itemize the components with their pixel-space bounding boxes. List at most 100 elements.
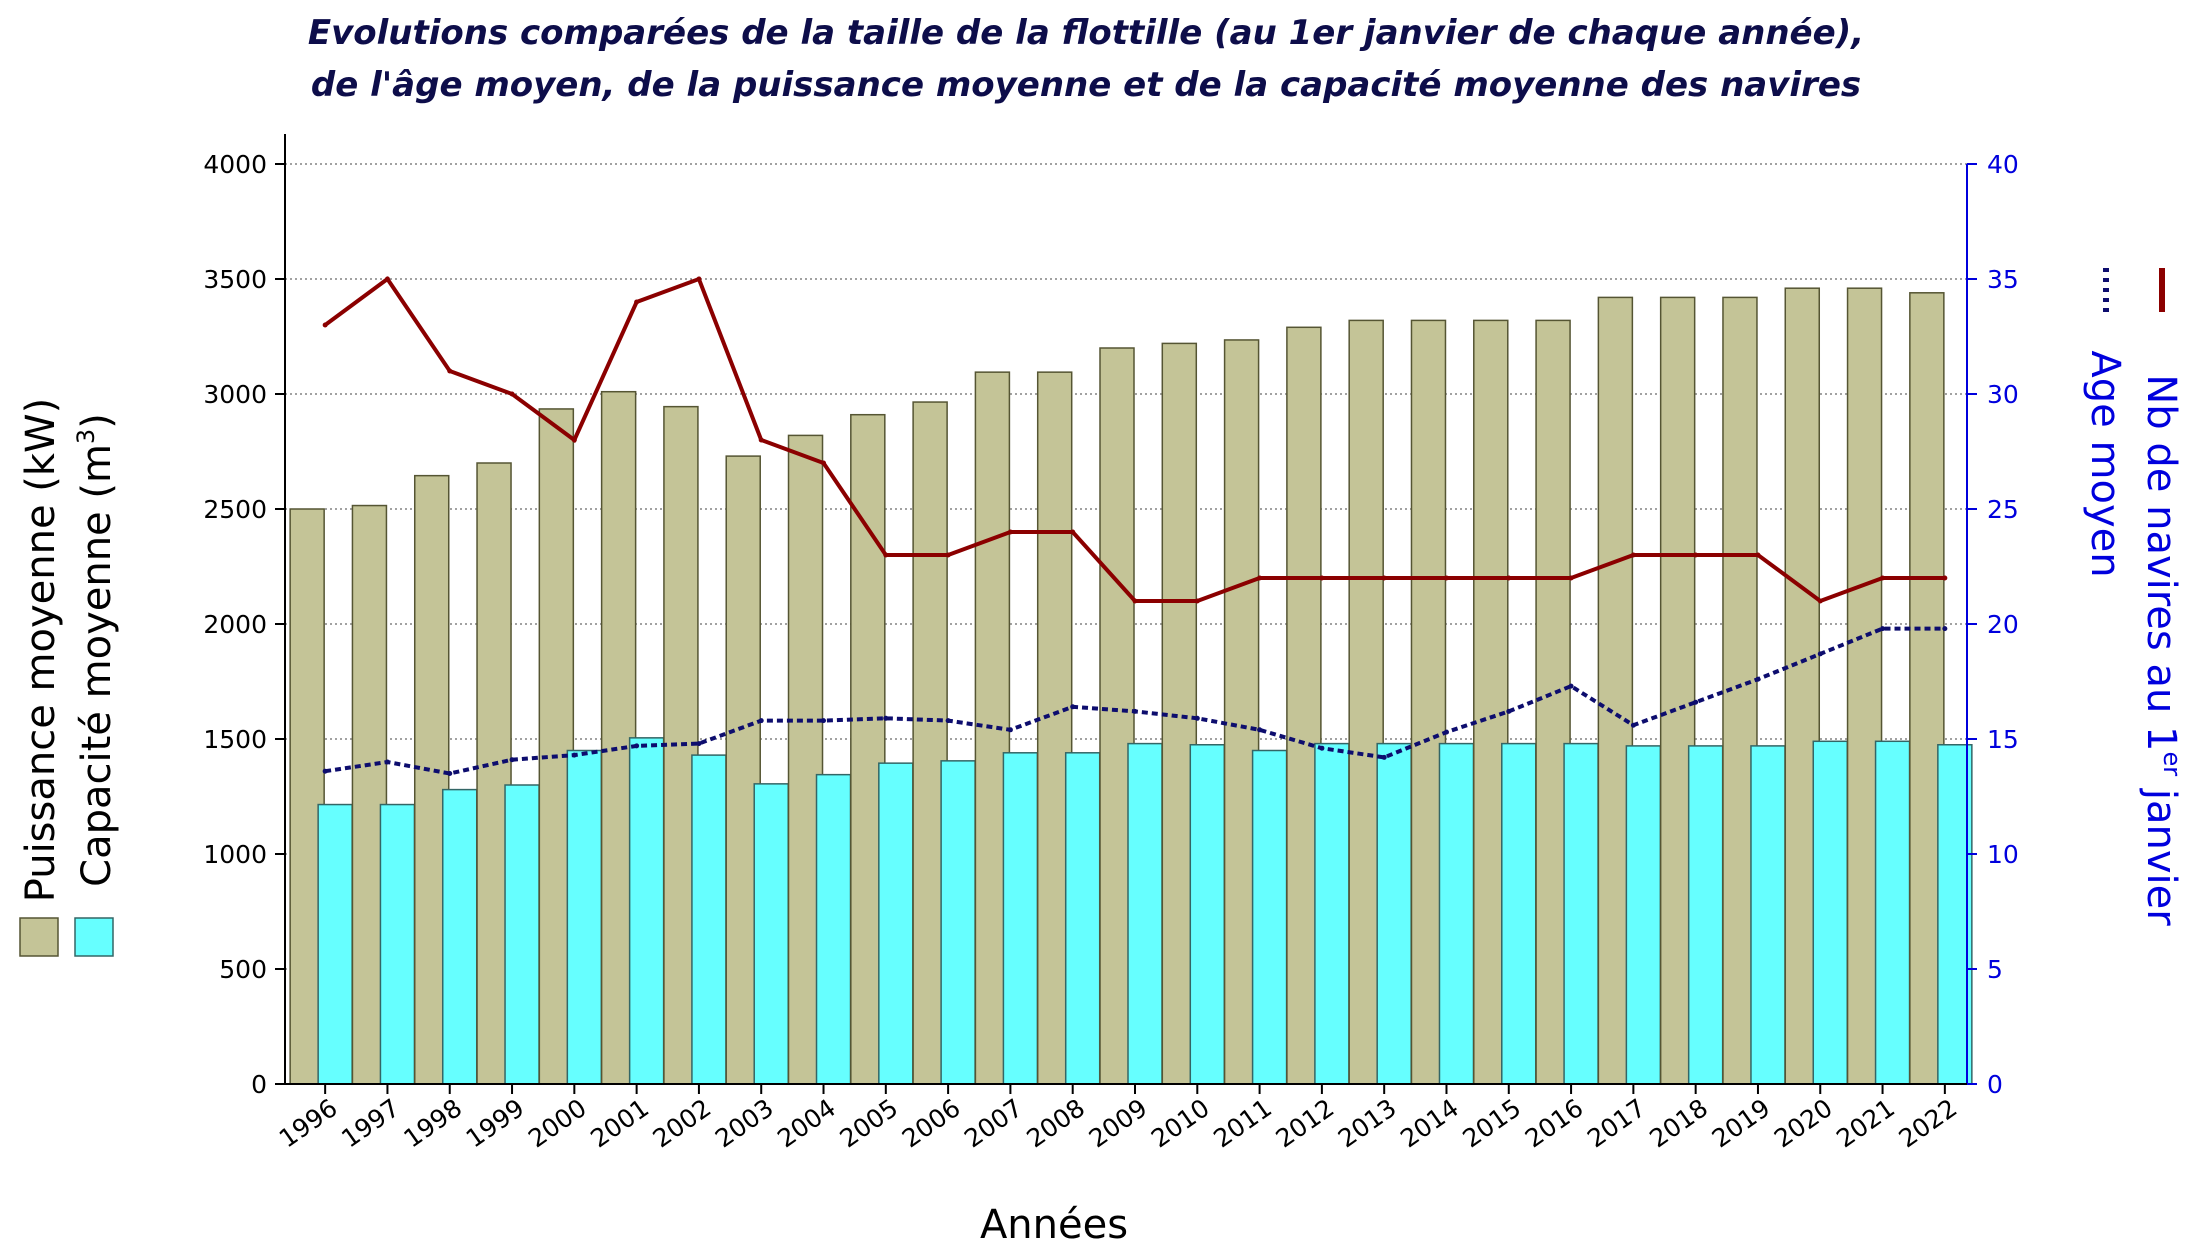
x-axis-title: Années [980,1202,1128,1248]
chart-title-line1: Evolutions comparées de la taille de la … [308,13,1864,53]
legend-swatch-power [19,917,59,957]
point-vessel-count-2019 [1755,552,1761,558]
right-tick-label: 25 [1987,495,2019,524]
capacity-title-prefix: Capacité moyenne (m [74,444,120,887]
point-average-age-2013 [1381,754,1387,760]
point-vessel-count-2018 [1693,552,1699,558]
bar-power-2011 [1223,339,1260,1085]
point-average-age-2015 [1506,708,1512,714]
point-vessel-count-2002 [696,276,702,282]
bar-capacity-1999 [504,784,540,1085]
point-vessel-count-2008 [1070,529,1076,535]
point-vessel-count-2013 [1381,575,1387,581]
x-tick-label-2020: 2020 [1769,1093,1838,1153]
x-tick-label-2009: 2009 [1084,1093,1153,1153]
left-tick-label: 2000 [203,610,267,639]
x-tick-label-2011: 2011 [1208,1093,1277,1153]
point-average-age-2018 [1693,699,1699,705]
x-tick-label-2003: 2003 [710,1093,779,1153]
right-axis-title-count: Nb de navires au 1er janvier [2138,374,2186,926]
right-ticks: 0 5 10 15 20 25 30 35 40 [1967,150,2019,1099]
x-tick-label-2002: 2002 [648,1093,717,1153]
left-ticks: 0 500 1000 1500 2000 2500 3000 3500 4000 [203,150,285,1099]
x-tick-label-2018: 2018 [1644,1093,1713,1153]
left-axis-title-capacity-group: Capacité moyenne (m3) [72,413,120,887]
bar-capacity-2005 [878,762,914,1085]
bar-capacity-2001 [628,737,665,1085]
point-vessel-count-2000 [571,437,577,443]
right-tick-label: 35 [1987,265,2019,294]
point-vessel-count-2017 [1630,552,1636,558]
right-tick-label: 40 [1987,150,2019,179]
point-average-age-2001 [634,743,640,749]
bar-capacity-2003 [753,783,789,1085]
point-vessel-count-2005 [883,552,889,558]
x-ticks: 1996199719981999200020012002200320042005… [274,1084,1962,1153]
right-tick-label: 5 [1987,955,2003,984]
x-tick-label-2004: 2004 [772,1093,841,1153]
x-tick-label-2016: 2016 [1520,1093,1589,1153]
bar-capacity-2013 [1376,742,1412,1085]
point-average-age-2010 [1194,715,1200,721]
point-average-age-2019 [1755,676,1761,682]
point-vessel-count-2021 [1880,575,1886,581]
x-tick-label-2012: 2012 [1271,1093,1340,1153]
left-tick-label: 1500 [203,725,267,754]
left-tick-label: 1000 [203,840,267,869]
x-tick-label-2007: 2007 [959,1093,1028,1153]
point-vessel-count-2006 [945,552,951,558]
left-axis-title-capacity: Capacité moyenne (m3) [72,413,120,887]
bar-capacity-2004 [815,773,852,1085]
x-tick-label-1996: 1996 [274,1093,343,1153]
point-average-age-2014 [1443,729,1449,735]
point-average-age-2007 [1007,727,1013,733]
bar-capacity-2014 [1438,742,1475,1085]
left-tick-label: 2500 [203,495,267,524]
point-vessel-count-2015 [1506,575,1512,581]
right-tick-label: 15 [1987,725,2019,754]
bars [289,287,1973,1085]
point-average-age-2021 [1880,626,1886,632]
point-vessel-count-1998 [447,368,453,374]
bar-capacity-2020 [1812,740,1849,1085]
point-vessel-count-2016 [1568,575,1574,581]
bar-capacity-2009 [1127,742,1163,1085]
point-vessel-count-2014 [1443,575,1449,581]
right-axis-title-age: Age moyen [2082,350,2128,577]
x-tick-label-2000: 2000 [523,1093,592,1153]
bar-capacity-1996 [317,803,353,1085]
chart-title-line2: de l'âge moyen, de la puissance moyenne … [311,65,1861,105]
right-axis-title-count-group: Nb de navires au 1er janvier [2138,374,2186,926]
point-vessel-count-1997 [384,276,390,282]
point-vessel-count-1996 [322,322,328,328]
bar-capacity-2015 [1501,742,1537,1085]
point-average-age-2004 [821,718,827,724]
point-vessel-count-1999 [509,391,515,397]
bar-capacity-2002 [691,754,727,1085]
capacity-title-suffix: ) [74,413,120,429]
point-vessel-count-2003 [758,437,764,443]
bar-capacity-2018 [1687,745,1724,1085]
left-tick-label: 500 [219,955,267,984]
point-average-age-2017 [1630,722,1636,728]
x-tick-label-2017: 2017 [1582,1093,1651,1153]
bar-capacity-2010 [1189,744,1226,1085]
point-average-age-2000 [571,752,577,758]
left-tick-label: 0 [251,1070,267,1099]
bar-capacity-2019 [1750,745,1786,1085]
bar-capacity-2011 [1251,749,1288,1085]
x-tick-label-2022: 2022 [1894,1093,1963,1153]
point-vessel-count-2022 [1942,575,1948,581]
right-axis-title-age-group: Age moyen [2082,350,2128,577]
point-vessel-count-2009 [1132,598,1138,604]
x-tick-label-2010: 2010 [1146,1093,1215,1153]
point-average-age-1998 [447,771,453,776]
count-title-prefix: Nb de navires au 1 [2138,374,2184,751]
point-average-age-1996 [322,768,328,774]
x-tick-label-2006: 2006 [897,1093,966,1153]
point-average-age-2016 [1568,683,1574,689]
legend-swatch-capacity [74,917,114,957]
point-average-age-2022 [1942,626,1948,632]
point-vessel-count-2004 [821,460,827,466]
